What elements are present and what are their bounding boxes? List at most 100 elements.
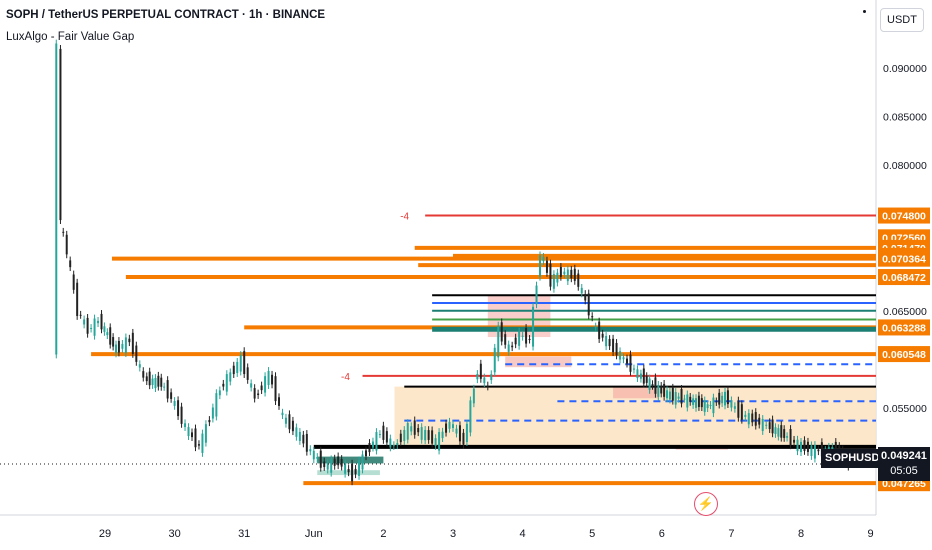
candle-body — [157, 375, 160, 387]
candle-body — [806, 441, 809, 452]
candle-body — [497, 325, 500, 358]
candle-body — [250, 383, 253, 388]
candle-body — [246, 367, 249, 380]
y-tick-label: 0.055000 — [883, 403, 927, 415]
candle-body — [660, 385, 663, 394]
candle-body — [69, 260, 72, 268]
candle-body — [302, 434, 305, 444]
x-tick-label: Jun — [305, 528, 323, 540]
candle-body — [97, 320, 100, 324]
candle-body — [278, 397, 280, 406]
candle-body — [413, 420, 416, 435]
candle-body — [514, 337, 517, 345]
candle-body — [271, 374, 274, 385]
candle-body — [712, 397, 715, 414]
candle-body — [441, 431, 444, 439]
candle-body — [559, 266, 562, 277]
candle-body — [124, 337, 127, 354]
candle-body — [626, 358, 628, 364]
y-tick-label: 0.080000 — [883, 160, 927, 172]
candle-body — [427, 430, 430, 440]
candle-body — [257, 393, 260, 396]
candle-body — [504, 334, 507, 345]
candle-body — [392, 445, 395, 447]
candle-body — [462, 432, 465, 445]
candle-body — [552, 274, 555, 289]
candle-body — [382, 425, 385, 440]
candle-body — [671, 387, 674, 401]
currency-selector[interactable]: USDT — [880, 8, 924, 32]
candle-body — [566, 269, 569, 282]
candle-body — [232, 365, 235, 375]
x-tick-label: 3 — [450, 528, 456, 540]
indicator-label[interactable]: LuxAlgo - Fair Value Gap — [6, 31, 135, 43]
candle-body — [330, 459, 333, 473]
candle-body — [295, 427, 298, 437]
candle-body — [715, 401, 718, 403]
candle-body — [549, 263, 552, 287]
more-dots-icon[interactable] — [863, 10, 866, 13]
candle-body — [424, 429, 427, 441]
candle-body — [686, 394, 689, 408]
x-tick-label: 8 — [798, 528, 804, 540]
candle-body — [591, 316, 594, 318]
price-label: 0.068472 — [882, 272, 926, 284]
candle-body — [521, 335, 524, 337]
lightning-bolt-icon[interactable]: ⚡ — [694, 492, 718, 516]
candle-body — [399, 433, 402, 443]
candle-body — [577, 273, 580, 287]
candle-body — [431, 430, 434, 444]
candle-body — [689, 396, 692, 402]
candle-body — [683, 398, 686, 400]
candle-body — [542, 256, 545, 262]
candle-body — [706, 404, 709, 409]
candle-body — [507, 344, 510, 352]
candle-body — [642, 368, 645, 384]
candle-body — [204, 424, 207, 443]
price-label: 0.047265 — [882, 478, 926, 490]
candle-body — [730, 400, 733, 408]
candle-body — [187, 427, 190, 437]
candle-body — [545, 260, 548, 273]
candle-body — [619, 351, 622, 360]
candle-body — [337, 456, 340, 466]
candle-body — [525, 327, 528, 344]
candle-body — [810, 445, 813, 456]
fvg-zone-bullish — [317, 456, 384, 464]
candle-body — [556, 272, 559, 283]
chart-title: SOPH / TetherUS PERPETUAL CONTRACT · 1h … — [6, 9, 326, 21]
x-tick-label: 5 — [589, 528, 595, 540]
candle-body — [800, 441, 802, 453]
candle-body — [65, 234, 68, 255]
candle-body — [109, 327, 112, 345]
candle-body — [469, 400, 472, 433]
candle-body — [316, 457, 319, 459]
candle-body — [777, 428, 780, 437]
candle-body — [225, 374, 228, 392]
candle-body — [138, 364, 141, 368]
candle-body — [703, 400, 706, 412]
candle-body — [813, 445, 816, 459]
candle-body — [639, 373, 642, 379]
candle-body — [721, 395, 724, 404]
candle-body — [375, 432, 378, 451]
candle-body — [389, 438, 392, 448]
candle-body — [239, 355, 242, 372]
candle-body — [692, 398, 695, 405]
candle-body — [177, 400, 180, 417]
candle-body — [737, 400, 740, 418]
candle-body — [151, 378, 154, 385]
x-tick-label: 7 — [728, 528, 734, 540]
candle-body — [434, 438, 437, 446]
candle-body — [783, 429, 786, 438]
candle-body — [191, 432, 193, 438]
candle-body — [796, 439, 799, 452]
candle-body — [103, 326, 106, 332]
candle-body — [834, 441, 837, 454]
candle-body — [768, 422, 771, 430]
candle-body — [298, 431, 301, 441]
candle-body — [780, 425, 783, 438]
candle-body — [452, 424, 454, 428]
candle-body — [410, 426, 413, 432]
